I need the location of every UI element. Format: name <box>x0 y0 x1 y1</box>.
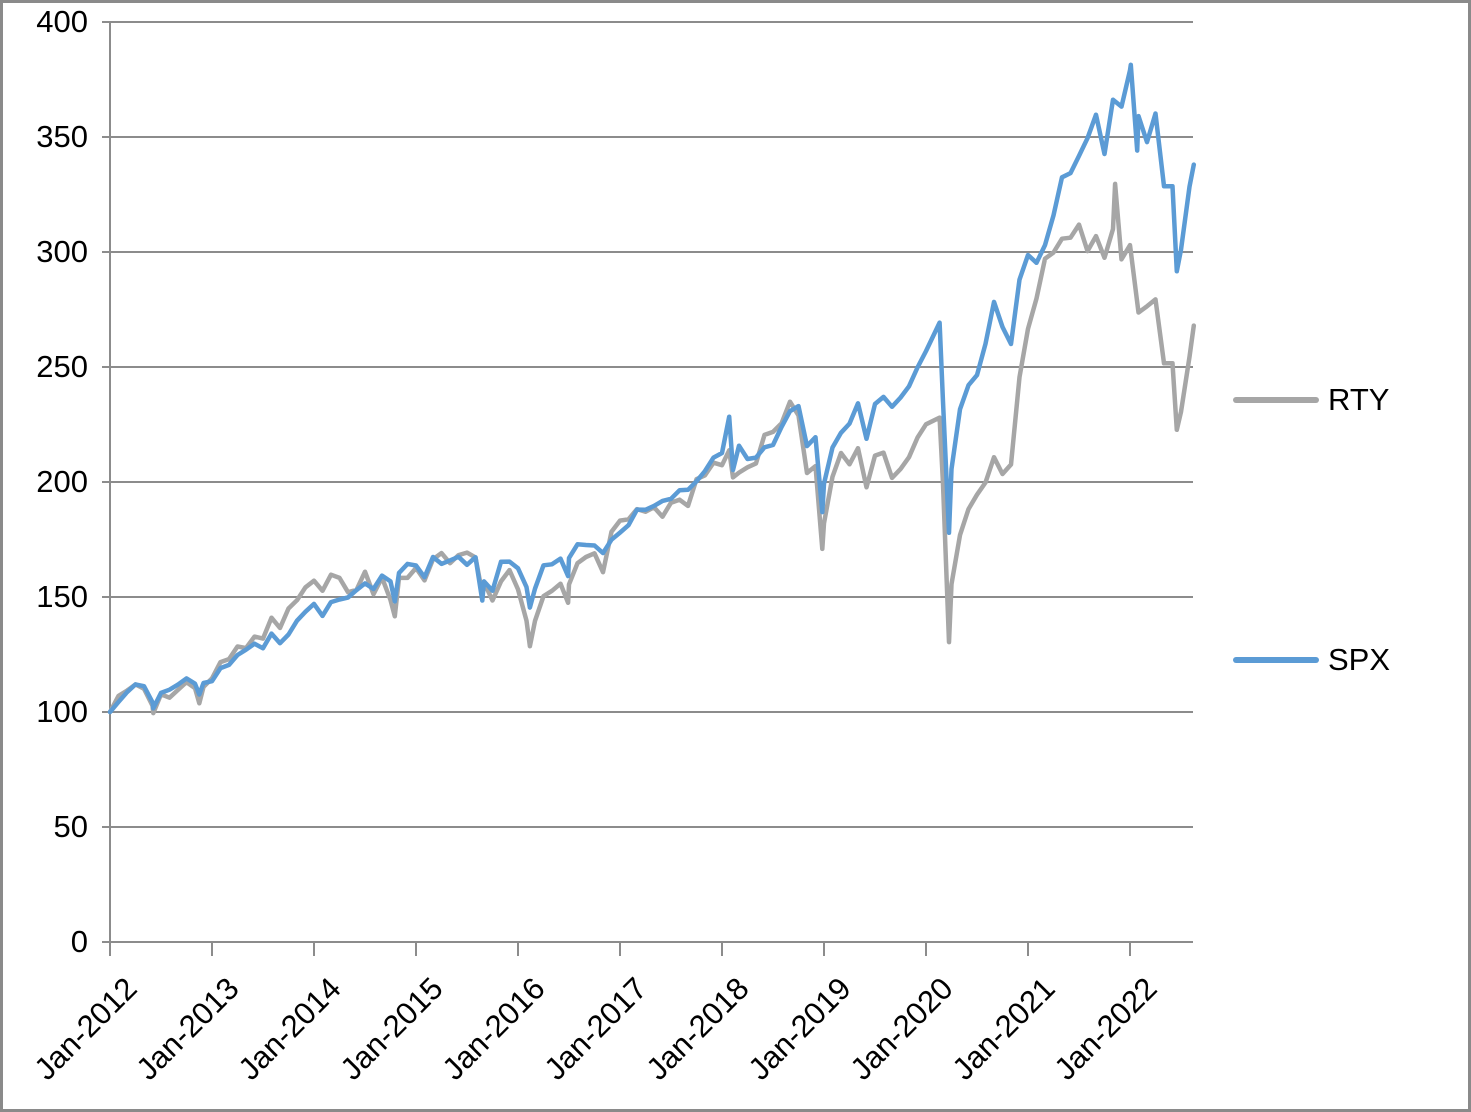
y-tick-label-250: 250 <box>36 349 88 384</box>
x-tick-label-jan-2020: Jan-2020 <box>843 970 960 1087</box>
x-tick-label-jan-2021: Jan-2021 <box>945 970 1062 1087</box>
x-tick-label-jan-2022: Jan-2022 <box>1047 970 1164 1087</box>
x-tick-label-jan-2019: Jan-2019 <box>741 970 858 1087</box>
y-tick-label-0: 0 <box>70 924 88 959</box>
legend-item-rty: RTY <box>1233 384 1389 416</box>
x-tick-label-jan-2015: Jan-2015 <box>333 970 450 1087</box>
y-tick-label-200: 200 <box>36 464 88 499</box>
y-tick-label-150: 150 <box>36 579 88 614</box>
legend-line-swatch-rty <box>1233 397 1319 403</box>
y-tick-label-300: 300 <box>36 234 88 269</box>
x-tick-label-jan-2017: Jan-2017 <box>537 970 654 1087</box>
series-line-spx <box>107 62 1197 715</box>
y-tick-label-400: 400 <box>36 4 88 39</box>
x-tick-label-jan-2012: Jan-2012 <box>27 970 144 1087</box>
x-tick-label-jan-2013: Jan-2013 <box>129 970 246 1087</box>
y-tick-label-350: 350 <box>36 119 88 154</box>
legend-item-spx: SPX <box>1233 644 1390 676</box>
x-tick-label-jan-2018: Jan-2018 <box>639 970 756 1087</box>
x-tick-label-jan-2014: Jan-2014 <box>231 970 348 1087</box>
y-tick-label-50: 50 <box>53 809 88 844</box>
y-tick-label-100: 100 <box>36 694 88 729</box>
legend-line-swatch-spx <box>1233 657 1319 663</box>
x-tick-label-jan-2016: Jan-2016 <box>435 970 552 1087</box>
legend-label-rty: RTY <box>1328 382 1390 417</box>
legend-label-spx: SPX <box>1328 642 1391 677</box>
